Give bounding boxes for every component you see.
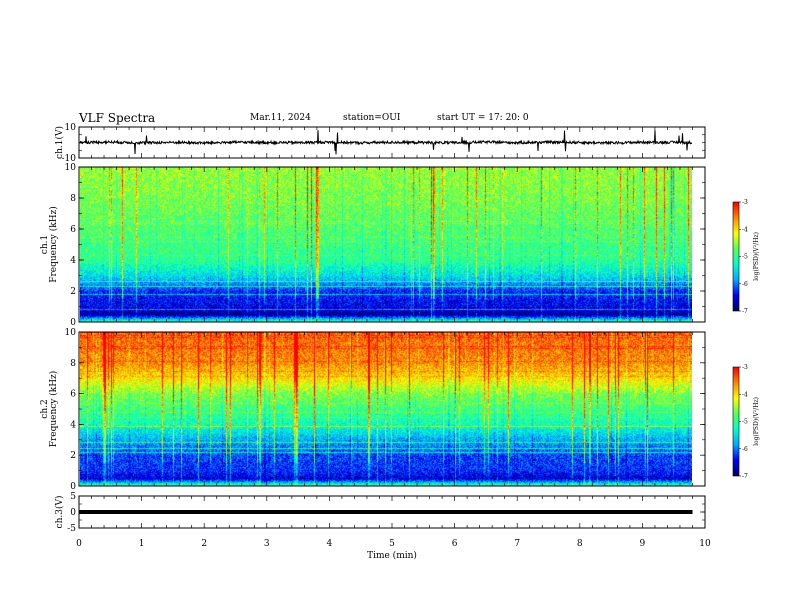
x-tick-label: 1 (139, 539, 145, 549)
y-tick-label: -5 (67, 524, 76, 534)
y-axis-label: ch.3(V) (54, 496, 65, 529)
x-tick-label: 7 (514, 539, 520, 549)
colorbar-tick: -4 (742, 391, 748, 398)
colorbar-tick: -3 (742, 199, 748, 206)
colorbar-tick: -7 (742, 308, 748, 315)
colorbar-tick: -6 (742, 281, 748, 288)
colorbar-tick: -6 (742, 446, 748, 453)
x-tick-label: 3 (264, 539, 270, 549)
x-tick-label: 9 (640, 539, 646, 549)
y-axis-label: ch.1(V) (54, 126, 65, 159)
ch1-spectrogram-image (80, 167, 692, 322)
y-axis-label-line1: ch.1 (40, 235, 50, 254)
y-tick-label: 4 (70, 256, 76, 266)
colorbar-tick: -3 (742, 364, 748, 371)
station-label: station=OUI (343, 113, 401, 123)
y-axis-label-line1: ch.2 (40, 399, 50, 418)
ch1-spectrogram-colorbar (733, 202, 739, 311)
date-label: Mar.11, 2024 (250, 113, 311, 123)
x-tick-label: 8 (577, 539, 583, 549)
y-tick-label: 6 (70, 225, 76, 235)
x-tick-label: 2 (201, 539, 207, 549)
y-tick-label: 6 (70, 390, 76, 400)
colorbar-tick: -5 (742, 419, 748, 426)
y-tick-label: 10 (65, 328, 77, 338)
start-time-label: start UT = 17: 20: 0 (437, 113, 529, 123)
colorbar-tick: -7 (742, 473, 748, 480)
y-tick-label: 0 (70, 508, 76, 518)
x-tick-label: 0 (76, 539, 82, 549)
chart-title: VLF Spectra (79, 111, 156, 125)
x-tick-label: 5 (389, 539, 395, 549)
y-tick-label: 2 (70, 287, 76, 297)
y-tick-label: -10 (62, 154, 77, 164)
y-tick-label: 4 (70, 420, 76, 430)
x-tick-label: 4 (327, 539, 333, 549)
ch2-spectrogram-image (80, 332, 692, 486)
y-tick-label: 8 (70, 359, 76, 369)
x-tick-label: 10 (699, 539, 711, 549)
x-tick-label: 6 (452, 539, 458, 549)
colorbar-label: log(PSD)(V²/Hz) (753, 232, 760, 281)
colorbar-tick: -4 (742, 226, 748, 233)
y-tick-label: 0 (70, 318, 76, 328)
y-tick-label: 5 (70, 492, 76, 502)
y-axis-label-line2: Frequency (kHz) (48, 371, 59, 448)
y-tick-label: 8 (70, 194, 76, 204)
ch2-spectrogram-colorbar (733, 367, 739, 476)
y-tick-label: 10 (65, 163, 77, 173)
colorbar-tick: -5 (742, 254, 748, 261)
y-tick-label: 10 (65, 123, 77, 133)
ch1-waveform-line (79, 130, 692, 155)
x-axis-label: Time (min) (367, 550, 417, 561)
y-tick-label: 0 (70, 482, 76, 492)
colorbar-label: log(PSD)(V²/Hz) (753, 397, 760, 446)
y-axis-label-line2: Frequency (kHz) (48, 206, 59, 283)
y-tick-label: 2 (70, 451, 76, 461)
